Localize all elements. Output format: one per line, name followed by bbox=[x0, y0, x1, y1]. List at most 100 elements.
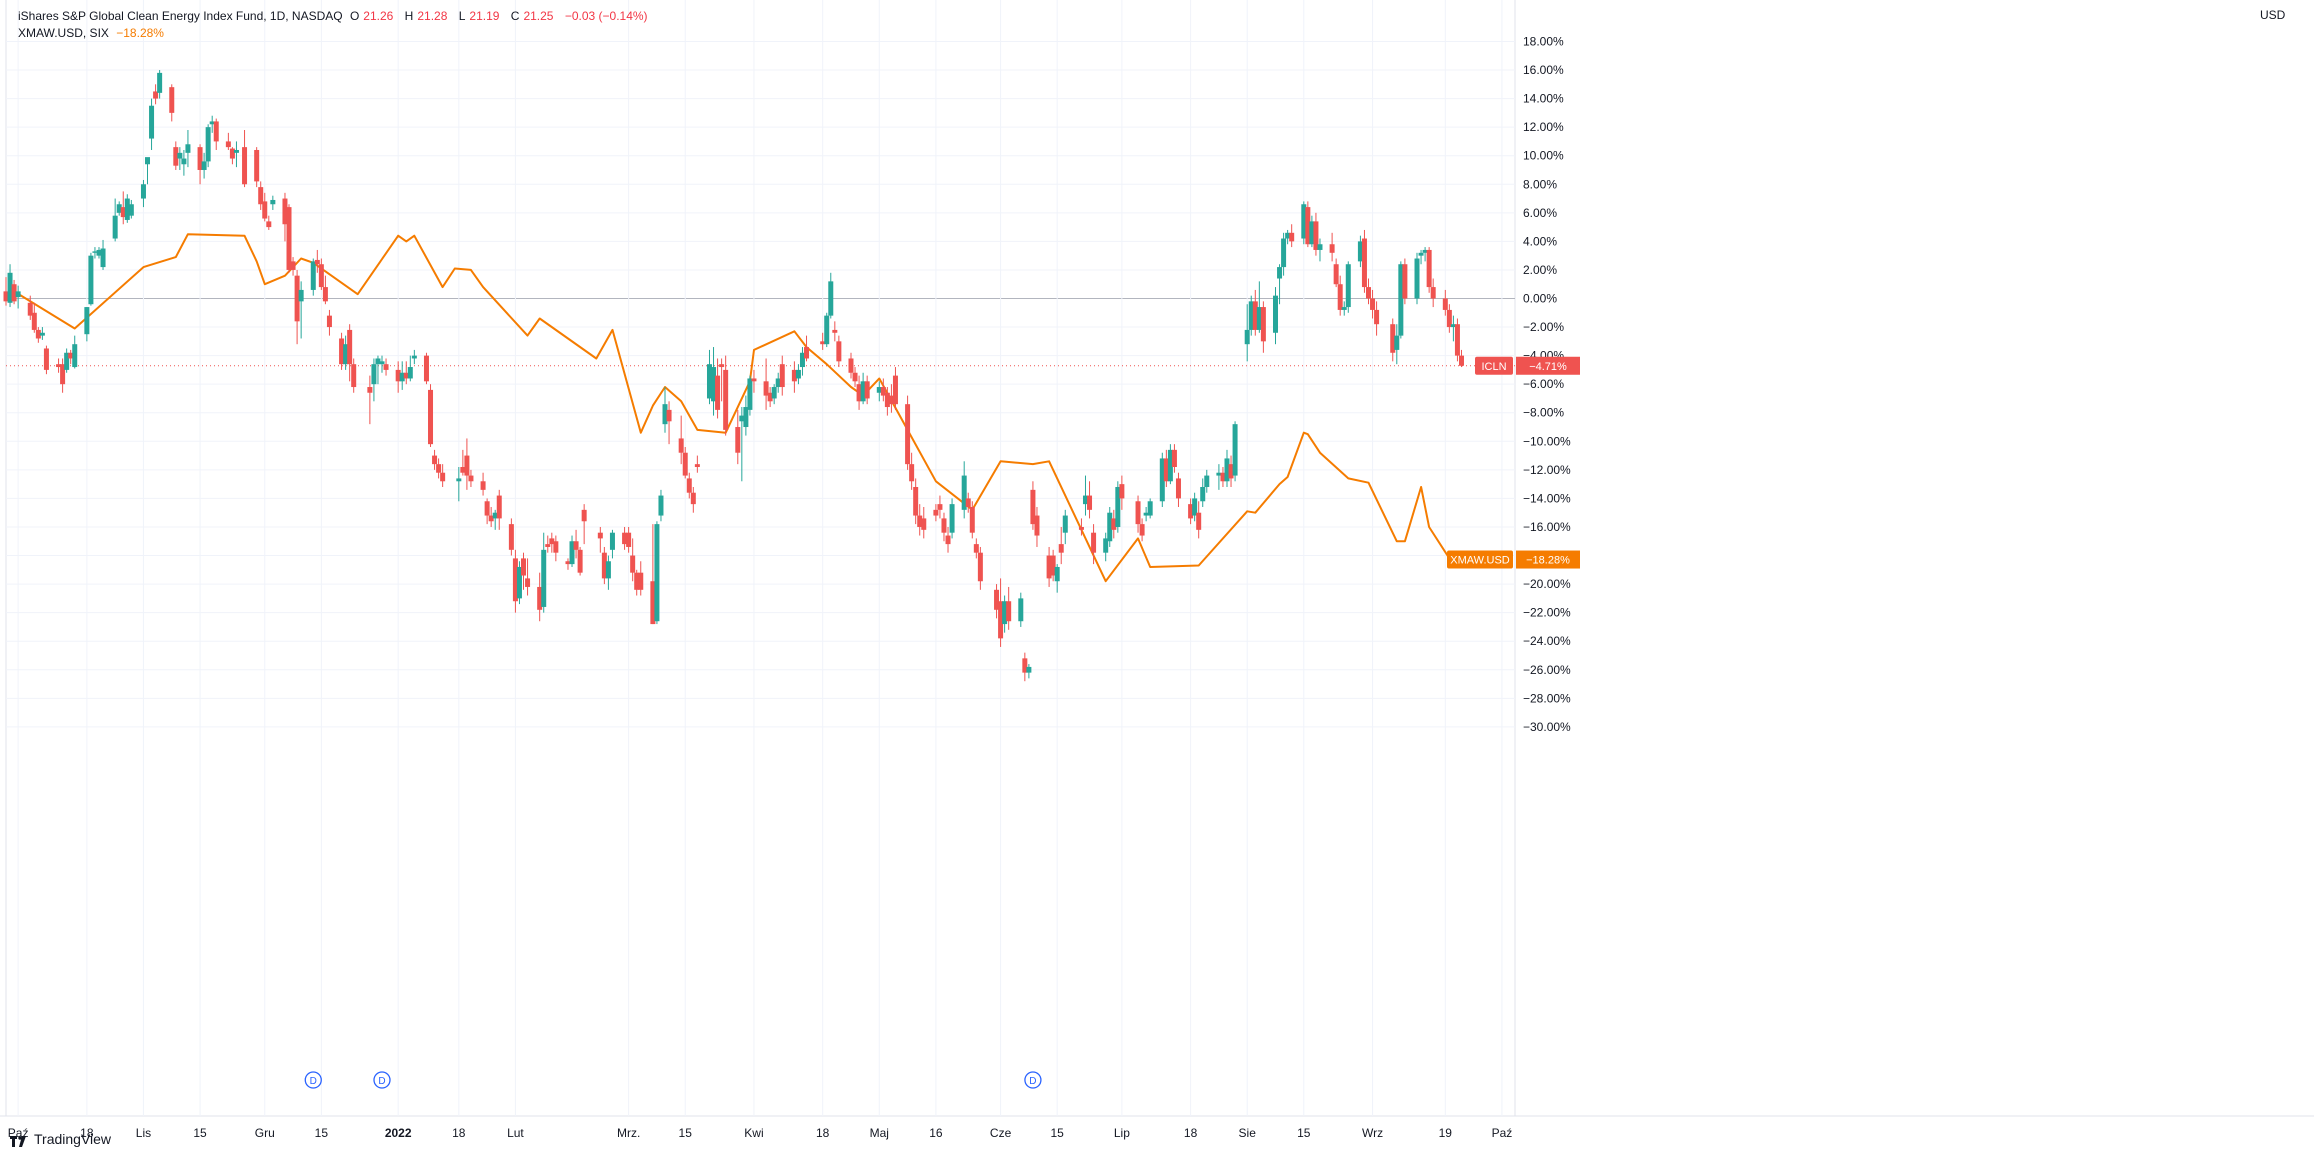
candle-body bbox=[820, 341, 826, 345]
main-series-legend: iShares S&P Global Clean Energy Index Fu… bbox=[18, 9, 652, 23]
candle-body bbox=[969, 506, 975, 533]
candle-body bbox=[1046, 555, 1052, 579]
ohlc-high: H 21.28 bbox=[404, 9, 448, 23]
candle-body bbox=[1273, 295, 1279, 333]
candle-body bbox=[1224, 458, 1230, 482]
y-tick-label: −14.00% bbox=[1523, 491, 1571, 505]
grid-lines bbox=[0, 0, 2314, 1117]
y-tick-label: −12.00% bbox=[1523, 463, 1571, 477]
candle-body bbox=[1196, 512, 1202, 530]
x-tick-label: 18 bbox=[80, 1126, 94, 1140]
y-tick-label: −24.00% bbox=[1523, 634, 1571, 648]
candle-body bbox=[1204, 475, 1210, 487]
candle-body bbox=[213, 121, 219, 142]
candle-body bbox=[456, 478, 462, 482]
candle-body bbox=[917, 515, 923, 527]
y-tick-label: 14.00% bbox=[1523, 92, 1564, 106]
candle-body bbox=[1062, 515, 1068, 533]
candle-body bbox=[480, 481, 486, 490]
y-tick-label: 4.00% bbox=[1523, 234, 1557, 248]
series-value-text: −18.28% bbox=[1526, 555, 1570, 567]
candle-body bbox=[1305, 207, 1311, 245]
series-name-tag bbox=[1447, 550, 1513, 569]
candle-body bbox=[403, 372, 409, 379]
candle-body bbox=[484, 501, 490, 516]
candle-body bbox=[407, 367, 413, 379]
y-tick-label: 6.00% bbox=[1523, 206, 1557, 220]
candle-body bbox=[1050, 555, 1056, 576]
candle-body bbox=[876, 387, 882, 393]
candle-body bbox=[630, 555, 636, 573]
candle-body bbox=[836, 341, 842, 362]
candle-body bbox=[638, 572, 644, 590]
candle-body bbox=[682, 452, 688, 476]
series-name-text: XMAW.USD bbox=[1450, 555, 1510, 567]
candle-body bbox=[68, 352, 74, 359]
candle-body bbox=[488, 515, 494, 522]
axes: 18.00% 16.00% 14.00% 12.00% 10.00% 8.00% 6.00%… bbox=[8, 34, 1571, 1140]
candle-body bbox=[949, 504, 955, 533]
candle-body bbox=[464, 455, 470, 476]
candle-body bbox=[719, 364, 725, 368]
candle-body bbox=[1313, 221, 1319, 250]
candle-body bbox=[43, 348, 49, 370]
candle-body bbox=[72, 344, 78, 368]
candle-body bbox=[60, 364, 66, 385]
candle-body bbox=[1018, 598, 1024, 622]
candle-body bbox=[941, 518, 947, 533]
tradingview-watermark[interactable]: TradingView bbox=[10, 1131, 111, 1147]
candle-body bbox=[609, 532, 615, 550]
x-tick-label: 15 bbox=[315, 1126, 329, 1140]
candle-body bbox=[909, 464, 915, 482]
candle-body bbox=[1357, 241, 1363, 262]
candle-body bbox=[440, 472, 446, 482]
candle-body bbox=[1188, 504, 1194, 519]
x-tick-label: 15 bbox=[679, 1126, 693, 1140]
candle-body bbox=[723, 369, 729, 430]
y-tick-label: −10.00% bbox=[1523, 434, 1571, 448]
candle-body bbox=[1034, 515, 1040, 536]
y-tick-label: −16.00% bbox=[1523, 520, 1571, 534]
candle-body bbox=[209, 121, 215, 125]
candle-body bbox=[35, 329, 41, 339]
candle-body bbox=[553, 541, 559, 553]
candle-body bbox=[775, 378, 781, 388]
candle-body bbox=[149, 105, 155, 139]
compare-symbol[interactable]: XMAW.USD, SIX bbox=[18, 26, 109, 40]
candle-body bbox=[92, 251, 98, 253]
candle-body bbox=[804, 347, 810, 359]
candle-body bbox=[824, 315, 830, 345]
candle-body bbox=[282, 198, 288, 225]
candle-body bbox=[751, 378, 757, 382]
candle-body bbox=[100, 248, 106, 268]
candle-body bbox=[1091, 532, 1097, 553]
candle-body bbox=[1026, 666, 1032, 673]
candle-body bbox=[913, 486, 919, 516]
y-tick-label: −22.00% bbox=[1523, 606, 1571, 620]
candle-body bbox=[1082, 495, 1088, 505]
compare-series-line bbox=[13, 233, 1462, 583]
candle-body bbox=[128, 204, 134, 216]
candle-body bbox=[39, 332, 45, 336]
candle-body bbox=[977, 552, 983, 582]
candle-body bbox=[626, 532, 632, 547]
series-name-text: ICLN bbox=[1481, 361, 1506, 373]
candle-body bbox=[1317, 244, 1323, 250]
candle-body bbox=[181, 158, 187, 165]
candle-body bbox=[116, 204, 122, 213]
candle-body bbox=[1402, 264, 1408, 299]
candle-body bbox=[1232, 424, 1238, 476]
dividend-marker-label: D bbox=[378, 1076, 385, 1087]
candle-body bbox=[771, 387, 777, 399]
candle-body bbox=[1442, 298, 1448, 310]
candle-body bbox=[145, 157, 151, 165]
candle-body bbox=[383, 364, 389, 370]
candle-body bbox=[1054, 566, 1060, 582]
y-tick-label: −8.00% bbox=[1523, 406, 1564, 420]
symbol-title[interactable]: iShares S&P Global Clean Energy Index Fu… bbox=[18, 9, 343, 23]
candle-body bbox=[399, 372, 405, 382]
candle-body bbox=[96, 249, 102, 256]
candle-body bbox=[379, 361, 385, 365]
